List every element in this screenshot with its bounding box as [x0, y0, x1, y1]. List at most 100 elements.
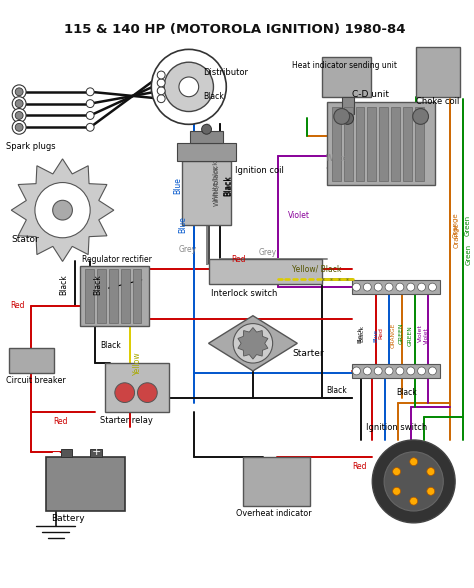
- Text: Violet: Violet: [418, 325, 423, 342]
- Text: Black: Black: [59, 274, 68, 295]
- FancyBboxPatch shape: [344, 106, 353, 181]
- Text: Yellow/ Black: Yellow/ Black: [292, 264, 342, 273]
- FancyBboxPatch shape: [85, 269, 94, 323]
- Text: Circuit breaker: Circuit breaker: [6, 376, 66, 385]
- FancyBboxPatch shape: [9, 348, 54, 373]
- Circle shape: [372, 440, 455, 523]
- Text: Red: Red: [379, 328, 383, 339]
- Text: Battery: Battery: [51, 514, 84, 523]
- Text: Green: Green: [466, 244, 472, 265]
- Circle shape: [384, 452, 443, 511]
- Text: Ignition switch: Ignition switch: [366, 423, 428, 432]
- FancyBboxPatch shape: [332, 106, 341, 181]
- Text: Starter: Starter: [292, 349, 324, 358]
- Circle shape: [418, 283, 426, 291]
- Circle shape: [86, 112, 94, 119]
- FancyBboxPatch shape: [379, 106, 388, 181]
- FancyBboxPatch shape: [90, 449, 102, 457]
- Circle shape: [413, 109, 428, 124]
- Text: Blue: Blue: [173, 177, 182, 194]
- FancyBboxPatch shape: [105, 363, 169, 412]
- Text: Red: Red: [53, 417, 68, 426]
- Circle shape: [385, 283, 393, 291]
- Text: Choke coil: Choke coil: [416, 97, 459, 106]
- Circle shape: [157, 95, 165, 103]
- FancyBboxPatch shape: [61, 449, 73, 457]
- Text: Black: Black: [357, 328, 362, 343]
- Text: Orange: Orange: [452, 212, 458, 238]
- FancyBboxPatch shape: [109, 269, 118, 323]
- Circle shape: [157, 79, 165, 87]
- Circle shape: [410, 457, 418, 466]
- FancyBboxPatch shape: [80, 266, 149, 326]
- Text: ─: ─: [52, 447, 59, 457]
- Polygon shape: [11, 159, 114, 262]
- Text: Blue: Blue: [178, 216, 187, 233]
- Text: GREEN: GREEN: [398, 323, 403, 344]
- FancyBboxPatch shape: [391, 106, 400, 181]
- FancyBboxPatch shape: [342, 96, 354, 115]
- Text: Black: Black: [396, 388, 417, 397]
- Circle shape: [157, 87, 165, 95]
- Text: Black: Black: [326, 386, 346, 395]
- Text: Yellow: Yellow: [133, 351, 142, 375]
- FancyBboxPatch shape: [352, 364, 440, 378]
- Text: Red: Red: [352, 462, 366, 470]
- Text: +: +: [91, 447, 101, 457]
- FancyBboxPatch shape: [46, 457, 125, 511]
- Text: White/black: White/black: [212, 160, 219, 201]
- Text: Violet: Violet: [287, 211, 310, 219]
- FancyBboxPatch shape: [352, 280, 440, 294]
- FancyBboxPatch shape: [177, 143, 236, 161]
- Text: 115 & 140 HP (MOTOROLA IGNITION) 1980-84: 115 & 140 HP (MOTOROLA IGNITION) 1980-84: [64, 23, 406, 36]
- Text: White/black: White/black: [213, 165, 219, 206]
- Circle shape: [179, 77, 199, 96]
- Text: Overheat indicator: Overheat indicator: [236, 509, 312, 519]
- Circle shape: [164, 62, 213, 112]
- Text: Spark plugs: Spark plugs: [6, 142, 56, 151]
- Text: ORANGE: ORANGE: [391, 323, 395, 348]
- Circle shape: [364, 367, 371, 375]
- FancyBboxPatch shape: [356, 106, 365, 181]
- FancyBboxPatch shape: [97, 269, 106, 323]
- FancyBboxPatch shape: [182, 161, 231, 225]
- Text: C-D unit: C-D unit: [352, 90, 389, 99]
- Circle shape: [15, 88, 23, 96]
- FancyBboxPatch shape: [190, 131, 223, 143]
- FancyBboxPatch shape: [243, 457, 310, 506]
- Text: Heat indicator sending unit: Heat indicator sending unit: [292, 61, 397, 69]
- Circle shape: [15, 100, 23, 108]
- Circle shape: [342, 112, 354, 124]
- Circle shape: [396, 283, 404, 291]
- FancyBboxPatch shape: [367, 106, 376, 181]
- Text: Black: Black: [223, 175, 232, 196]
- Text: Red: Red: [10, 301, 25, 310]
- Circle shape: [407, 367, 415, 375]
- Circle shape: [86, 123, 94, 131]
- Circle shape: [418, 367, 426, 375]
- Text: Interlock switch: Interlock switch: [211, 289, 278, 298]
- Text: Black: Black: [100, 341, 121, 350]
- Circle shape: [12, 85, 26, 99]
- Circle shape: [15, 123, 23, 131]
- Circle shape: [35, 182, 90, 238]
- FancyBboxPatch shape: [416, 48, 460, 96]
- Circle shape: [53, 201, 73, 220]
- Polygon shape: [209, 316, 297, 371]
- FancyBboxPatch shape: [327, 102, 436, 185]
- Text: GREEN: GREEN: [407, 325, 412, 346]
- Circle shape: [385, 367, 393, 375]
- Text: Grey: Grey: [179, 245, 197, 254]
- Circle shape: [374, 367, 382, 375]
- Text: Violet: Violet: [424, 327, 429, 344]
- FancyBboxPatch shape: [403, 106, 412, 181]
- Circle shape: [12, 109, 26, 122]
- Circle shape: [86, 88, 94, 96]
- Circle shape: [137, 383, 157, 403]
- Circle shape: [392, 467, 401, 476]
- Text: Blue: Blue: [374, 329, 379, 342]
- Circle shape: [151, 49, 226, 124]
- Text: Black: Black: [359, 325, 364, 342]
- Circle shape: [233, 323, 273, 363]
- Text: Black: Black: [93, 274, 102, 295]
